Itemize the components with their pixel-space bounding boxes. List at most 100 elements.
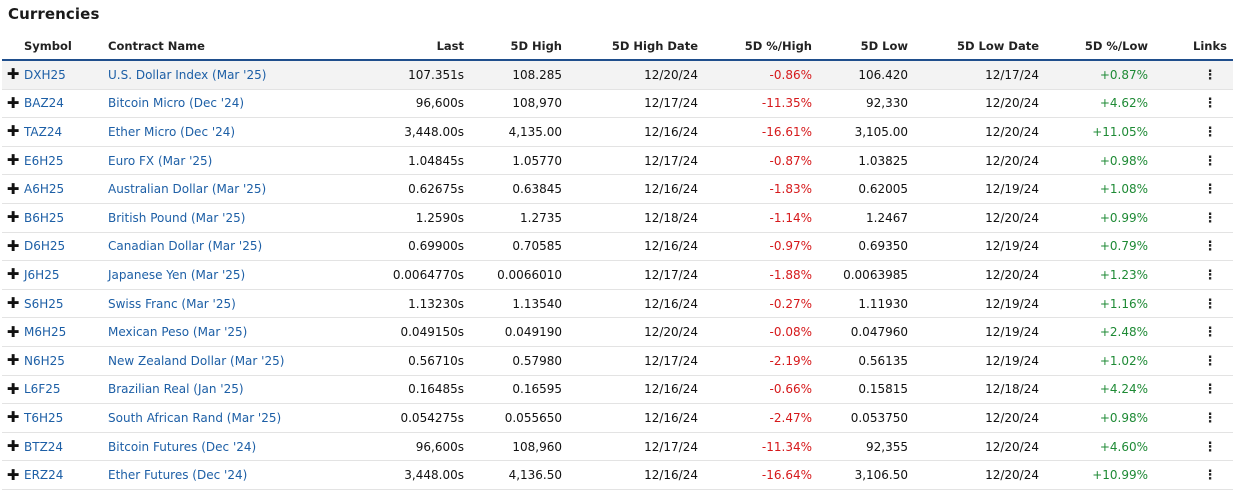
symbol-link[interactable]: L6F25 [24, 382, 61, 397]
last-value: 0.054275s [348, 403, 464, 433]
contract-name-link[interactable]: Canadian Dollar (Mar '25) [108, 239, 263, 254]
header-5d-pct-high[interactable]: 5D %/High [698, 32, 812, 61]
header-last[interactable]: Last [348, 32, 464, 61]
vertical-ellipsis-icon[interactable]: ⋮ [1203, 353, 1217, 369]
vertical-ellipsis-icon[interactable]: ⋮ [1203, 296, 1217, 312]
vertical-ellipsis-icon[interactable]: ⋮ [1203, 468, 1217, 484]
plus-icon[interactable]: ✚ [6, 122, 20, 141]
5d-pct-high-value: -0.87% [698, 146, 812, 176]
header-5d-low-date[interactable]: 5D Low Date [908, 32, 1039, 61]
5d-low-date-value: 12/19/24 [908, 346, 1039, 376]
plus-icon[interactable]: ✚ [6, 65, 20, 84]
table-row: ✚ M6H25 Mexican Peso (Mar '25) 0.049150s 0.0… [2, 317, 1233, 347]
contract-name-link[interactable]: Euro FX (Mar '25) [108, 153, 213, 168]
vertical-ellipsis-icon[interactable]: ⋮ [1203, 210, 1217, 226]
5d-high-date-value: 12/17/24 [562, 146, 698, 176]
contract-name-link[interactable]: Bitcoin Futures (Dec '24) [108, 439, 257, 454]
last-value: 107.351s [348, 60, 464, 90]
contract-name-link[interactable]: South African Rand (Mar '25) [108, 410, 282, 425]
vertical-ellipsis-icon[interactable]: ⋮ [1203, 410, 1217, 426]
contract-name-link[interactable]: Mexican Peso (Mar '25) [108, 325, 248, 340]
5d-pct-high-value: -11.34% [698, 432, 812, 462]
contract-name-link[interactable]: Japanese Yen (Mar '25) [108, 267, 246, 282]
plus-icon[interactable]: ✚ [6, 265, 20, 284]
plus-icon[interactable]: ✚ [6, 351, 20, 370]
5d-pct-low-value: +4.62% [1039, 89, 1148, 119]
contract-name-link[interactable]: Brazilian Real (Jan '25) [108, 382, 244, 397]
5d-low-date-value: 12/20/24 [908, 403, 1039, 433]
vertical-ellipsis-icon[interactable]: ⋮ [1203, 124, 1217, 140]
5d-pct-high-value: -16.61% [698, 117, 812, 147]
5d-pct-high-value: -0.08% [698, 317, 812, 347]
last-value: 3,448.00s [348, 117, 464, 147]
plus-icon[interactable]: ✚ [6, 408, 20, 427]
plus-icon[interactable]: ✚ [6, 437, 20, 456]
table-row: ✚ ERZ24 Ether Futures (Dec '24) 3,448.00s 4,… [2, 460, 1233, 490]
header-expand [2, 32, 24, 61]
5d-pct-high-value: -1.88% [698, 260, 812, 290]
plus-icon[interactable]: ✚ [6, 208, 20, 227]
header-contract-name[interactable]: Contract Name [108, 32, 348, 61]
plus-icon[interactable]: ✚ [6, 294, 20, 313]
symbol-link[interactable]: D6H25 [24, 239, 66, 254]
symbol-link[interactable]: E6H25 [24, 153, 64, 168]
plus-icon[interactable]: ✚ [6, 151, 20, 170]
vertical-ellipsis-icon[interactable]: ⋮ [1203, 239, 1217, 255]
symbol-link[interactable]: TAZ24 [24, 124, 63, 139]
symbol-link[interactable]: DXH25 [24, 67, 66, 82]
5d-high-date-value: 12/17/24 [562, 432, 698, 462]
contract-name-link[interactable]: New Zealand Dollar (Mar '25) [108, 353, 285, 368]
symbol-link[interactable]: BTZ24 [24, 439, 64, 454]
5d-pct-low-value: +11.05% [1039, 117, 1148, 147]
plus-icon[interactable]: ✚ [6, 179, 20, 198]
vertical-ellipsis-icon[interactable]: ⋮ [1203, 325, 1217, 341]
vertical-ellipsis-icon[interactable]: ⋮ [1203, 153, 1217, 169]
header-5d-high[interactable]: 5D High [464, 32, 562, 61]
vertical-ellipsis-icon[interactable]: ⋮ [1203, 267, 1217, 283]
header-5d-pct-low[interactable]: 5D %/Low [1039, 32, 1148, 61]
5d-high-date-value: 12/16/24 [562, 375, 698, 405]
5d-high-date-value: 12/16/24 [562, 289, 698, 319]
header-5d-high-date[interactable]: 5D High Date [562, 32, 698, 61]
table-row: ✚ J6H25 Japanese Yen (Mar '25) 0.0064770s 0.… [2, 260, 1233, 290]
vertical-ellipsis-icon[interactable]: ⋮ [1203, 182, 1217, 198]
contract-name-link[interactable]: Australian Dollar (Mar '25) [108, 182, 267, 197]
5d-low-value: 0.56135 [812, 346, 908, 376]
vertical-ellipsis-icon[interactable]: ⋮ [1203, 67, 1217, 83]
symbol-link[interactable]: B6H25 [24, 210, 65, 225]
contract-name-link[interactable]: Ether Micro (Dec '24) [108, 124, 236, 139]
symbol-link[interactable]: M6H25 [24, 325, 67, 340]
symbol-link[interactable]: N6H25 [24, 353, 65, 368]
plus-icon[interactable]: ✚ [6, 93, 20, 112]
symbol-link[interactable]: A6H25 [24, 182, 65, 197]
symbol-link[interactable]: ERZ24 [24, 468, 64, 483]
plus-icon[interactable]: ✚ [6, 465, 20, 484]
5d-low-value: 3,106.50 [812, 460, 908, 490]
last-value: 96,600s [348, 432, 464, 462]
vertical-ellipsis-icon[interactable]: ⋮ [1203, 382, 1217, 398]
contract-name-link[interactable]: British Pound (Mar '25) [108, 210, 246, 225]
table-row: ✚ BAZ24 Bitcoin Micro (Dec '24) 96,600s 108,… [2, 89, 1233, 119]
plus-icon[interactable]: ✚ [6, 379, 20, 398]
header-5d-low[interactable]: 5D Low [812, 32, 908, 61]
contract-name-link[interactable]: Swiss Franc (Mar '25) [108, 296, 236, 311]
plus-icon[interactable]: ✚ [6, 322, 20, 341]
symbol-link[interactable]: T6H25 [24, 410, 64, 425]
contract-name-link[interactable]: Ether Futures (Dec '24) [108, 468, 248, 483]
header-symbol[interactable]: Symbol [24, 32, 108, 61]
5d-pct-high-value: -16.64% [698, 460, 812, 490]
table-row: ✚ E6H25 Euro FX (Mar '25) 1.04845s 1.05770 12… [2, 146, 1233, 176]
5d-low-date-value: 12/18/24 [908, 375, 1039, 405]
5d-pct-low-value: +2.48% [1039, 317, 1148, 347]
contract-name-link[interactable]: U.S. Dollar Index (Mar '25) [108, 67, 267, 82]
symbol-link[interactable]: J6H25 [24, 267, 60, 282]
contract-name-link[interactable]: Bitcoin Micro (Dec '24) [108, 96, 245, 111]
plus-icon[interactable]: ✚ [6, 236, 20, 255]
vertical-ellipsis-icon[interactable]: ⋮ [1203, 439, 1217, 455]
5d-pct-high-value: -1.83% [698, 174, 812, 204]
symbol-link[interactable]: S6H25 [24, 296, 64, 311]
last-value: 0.049150s [348, 317, 464, 347]
vertical-ellipsis-icon[interactable]: ⋮ [1203, 96, 1217, 112]
symbol-link[interactable]: BAZ24 [24, 96, 64, 111]
5d-pct-high-value: -0.27% [698, 289, 812, 319]
